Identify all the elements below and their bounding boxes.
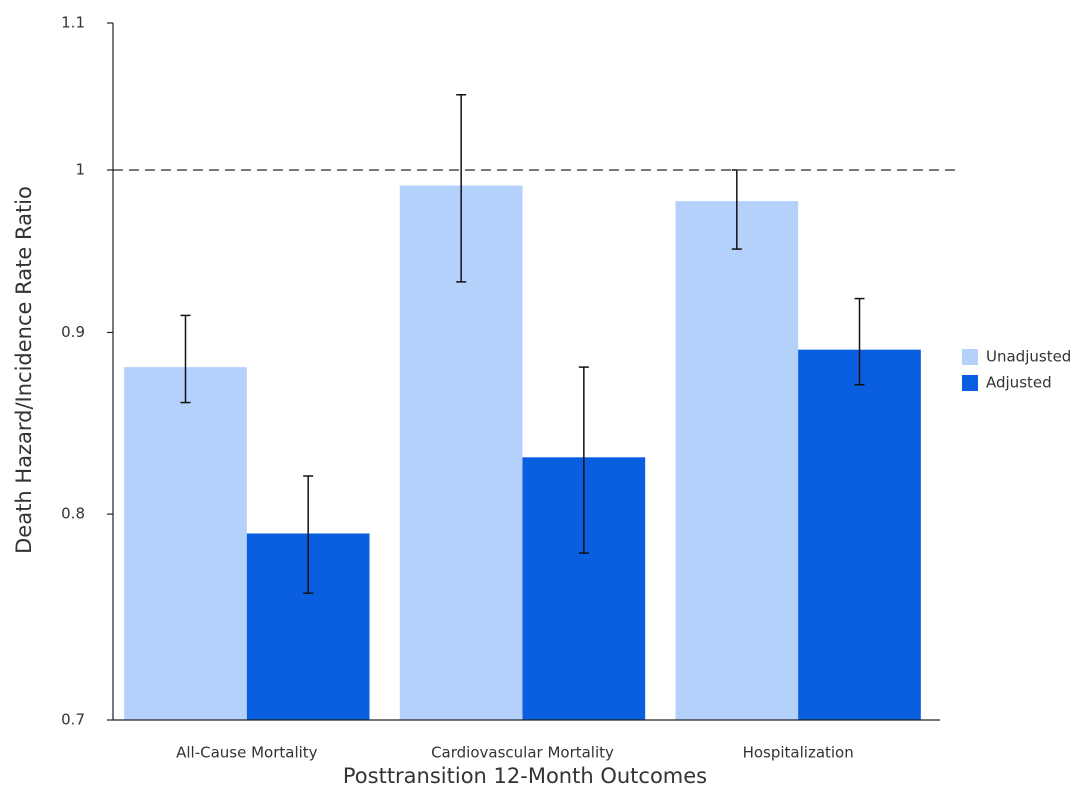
y-tick-label: 1	[75, 160, 85, 178]
bar	[124, 367, 247, 720]
y-axis-title: Death Hazard/Incidence Rate Ratio	[12, 186, 36, 554]
x-tick-label: Cardiovascular Mortality	[431, 744, 614, 762]
legend-label: Adjusted	[986, 374, 1052, 392]
x-tick-label: All-Cause Mortality	[176, 744, 318, 762]
bar	[675, 201, 799, 720]
legend-swatch	[962, 375, 978, 391]
y-tick-label: 1.1	[61, 14, 85, 32]
y-tick-label: 0.8	[61, 505, 85, 523]
legend-label: Unadjusted	[986, 348, 1071, 366]
y-tick-label: 0.7	[61, 711, 85, 729]
x-tick-label: Hospitalization	[743, 744, 854, 762]
y-tick-label: 0.9	[61, 323, 85, 341]
x-axis-title: Posttransition 12-Month Outcomes	[343, 764, 707, 788]
bar	[798, 349, 921, 720]
legend-swatch	[962, 349, 978, 365]
